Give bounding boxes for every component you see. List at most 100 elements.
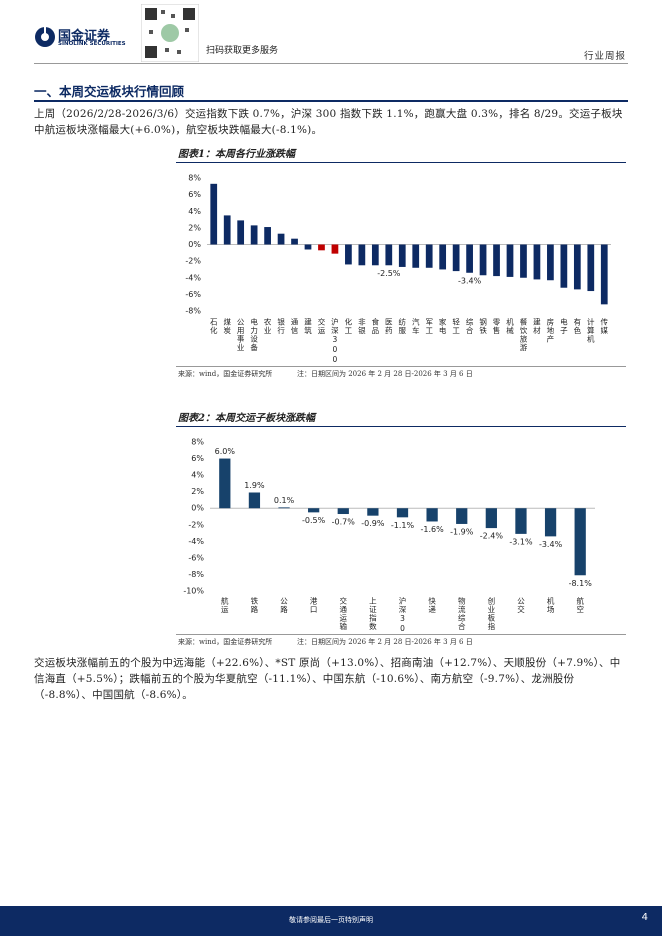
x-tick-label: 公路	[279, 597, 288, 614]
bar	[574, 508, 586, 576]
value-label: -3.1%	[509, 537, 533, 546]
x-tick-label: 航空	[575, 596, 584, 614]
bar	[466, 244, 473, 273]
bar	[506, 244, 514, 277]
x-tick-label: 化工	[344, 317, 353, 335]
value-label: -0.5%	[302, 516, 326, 525]
value-label: -1.6%	[421, 525, 445, 534]
bar	[398, 244, 406, 267]
source-rule	[176, 366, 626, 367]
bar	[237, 220, 245, 245]
bar	[452, 244, 460, 272]
x-tick-label: 机场	[546, 596, 555, 615]
company-name-en: SINOLINK SECURITIES	[58, 41, 126, 47]
bar	[278, 507, 290, 509]
bar	[337, 508, 349, 515]
x-tick-label: 有色	[573, 317, 582, 335]
y-tick-label: 4%	[188, 207, 201, 216]
y-tick-label: -2%	[185, 257, 201, 266]
source: 来源：wind，国金证券研究所	[178, 370, 273, 378]
bar	[573, 244, 581, 290]
x-tick-label: 餐饮旅游	[519, 318, 528, 353]
value-label: 0.1%	[274, 496, 295, 505]
chart: 8% 6% 4% 2% 0% -2% -4% -6% -8% -10% 航运 6.0% 铁路 1.9% 公路…	[183, 438, 595, 633]
y-tick-label: -6%	[185, 290, 201, 299]
y-tick-label: 6%	[188, 190, 201, 199]
x-tick-label: 建材	[532, 317, 541, 335]
bar	[485, 508, 497, 529]
footer-bar	[0, 906, 662, 936]
figure-caption: 图表2：本周交运子板块涨跌幅	[178, 413, 315, 424]
x-tick-label: 煤炭	[222, 317, 231, 336]
x-tick-label: 通信	[290, 317, 299, 336]
y-tick-label: -4%	[188, 537, 204, 546]
value-label: -3.4%	[539, 540, 563, 549]
bar	[515, 508, 527, 534]
bar	[219, 458, 231, 509]
y-tick-label: 8%	[191, 438, 204, 447]
x-tick-label: 银行	[276, 318, 285, 336]
value-label: -2.4%	[480, 532, 504, 541]
x-tick-label: 电力设备	[249, 317, 258, 353]
x-tick-label: 航运	[220, 596, 229, 615]
bar	[250, 225, 258, 245]
y-tick-label: -4%	[185, 273, 201, 282]
x-tick-label: 零售	[492, 318, 501, 336]
x-tick-label: 上证指数	[368, 597, 377, 632]
x-tick-label: 建筑	[303, 317, 312, 336]
page-number: 4	[641, 912, 648, 923]
x-tick-label: 纺服	[398, 317, 407, 336]
bar	[587, 244, 595, 292]
x-tick-label: 物流综合	[457, 596, 466, 632]
x-tick-label: 家电	[438, 317, 447, 335]
x-tick-label: 沪深300	[398, 596, 407, 633]
x-tick-label: 港口	[309, 596, 318, 614]
source-rule	[176, 634, 626, 635]
bar	[345, 244, 352, 265]
y-tick-label: -2%	[188, 520, 204, 529]
y-tick-label: 2%	[188, 223, 201, 232]
header-rule	[34, 63, 628, 64]
x-tick-label: 快递	[427, 596, 436, 615]
bar	[520, 244, 527, 278]
x-tick-label: 机械	[505, 317, 514, 336]
value-label: -0.9%	[361, 519, 385, 528]
value-label: -2.5%	[377, 269, 401, 278]
bar	[456, 508, 468, 524]
qr-code	[141, 4, 199, 62]
x-tick-label: 计算机	[586, 317, 595, 344]
bar	[277, 233, 285, 245]
report-type: 行业周报	[583, 51, 626, 62]
caption-rule	[176, 162, 626, 163]
y-tick-label: 8%	[188, 174, 201, 183]
bar	[331, 244, 339, 254]
bar	[544, 508, 557, 537]
bar	[533, 244, 541, 280]
bar	[367, 508, 379, 516]
x-tick-label: 创业板指	[487, 596, 496, 632]
x-tick-label: 交运	[317, 317, 326, 336]
paragraph: 上周（2026/2/28-2026/3/6）交运指数下跌 0.7%，沪深 300…	[34, 108, 623, 136]
company-name: 国金证券	[58, 29, 111, 44]
x-tick-label: 公用事业	[236, 318, 245, 352]
bar	[223, 215, 231, 245]
caption-rule	[176, 426, 626, 427]
x-tick-label: 电子	[559, 317, 568, 335]
y-tick-label: 0%	[188, 240, 201, 249]
x-tick-label: 医药	[384, 318, 393, 336]
bar	[318, 244, 325, 251]
bar	[308, 508, 320, 513]
bar	[248, 492, 261, 509]
footer-disclaimer: 敬请参阅最后一页特别声明	[289, 916, 373, 924]
x-tick-label: 农业	[263, 317, 272, 335]
bar	[396, 508, 409, 518]
chart: 8% 6% 4% 2% 0% -2% -4% -6% -8% 石化 煤炭 公用事业 电力设备 农业 银行 通信…	[185, 174, 611, 365]
y-tick-label: 6%	[191, 454, 204, 463]
value-label: -0.7%	[332, 518, 356, 527]
figure-caption: 图表1：本周各行业涨跌幅	[178, 149, 295, 160]
y-tick-label: 4%	[191, 471, 204, 480]
x-tick-label: 公交	[516, 597, 525, 614]
x-tick-label: 非银	[357, 317, 366, 336]
bar	[385, 244, 393, 266]
